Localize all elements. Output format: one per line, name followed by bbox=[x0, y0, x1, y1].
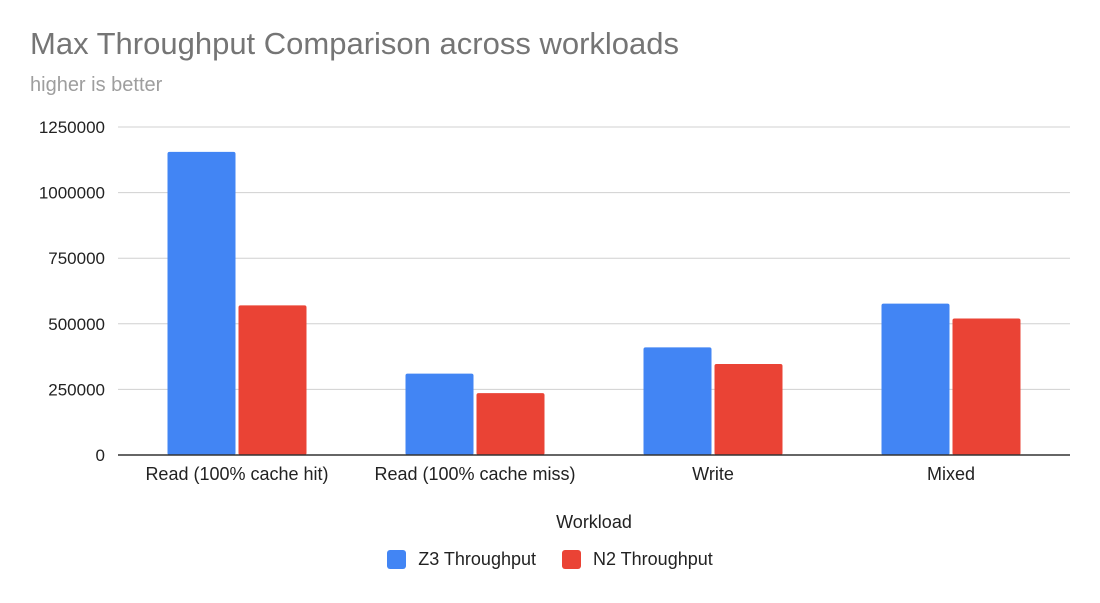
bars bbox=[167, 151, 1021, 456]
y-tick-label: 0 bbox=[96, 446, 105, 465]
legend: Z3 Throughput N2 Throughput bbox=[0, 549, 1100, 570]
legend-label-z3: Z3 Throughput bbox=[418, 549, 536, 569]
legend-swatch-z3 bbox=[387, 550, 407, 569]
x-tick-label: Read (100% cache hit) bbox=[145, 464, 328, 484]
legend-item-n2[interactable]: N2 Throughput bbox=[561, 549, 713, 570]
chart-title: Max Throughput Comparison across workloa… bbox=[30, 26, 680, 61]
bar-z3[interactable] bbox=[167, 151, 236, 456]
bar-n2[interactable] bbox=[238, 305, 307, 455]
y-tick-label: 750000 bbox=[48, 249, 105, 268]
y-tick-label: 1250000 bbox=[39, 118, 105, 137]
bar-n2[interactable] bbox=[476, 393, 545, 455]
y-axis-ticks: 0 250000 500000 750000 1000000 1250000 bbox=[39, 118, 105, 465]
y-tick-label: 1000000 bbox=[39, 184, 105, 203]
chart-subtitle: higher is better bbox=[30, 74, 163, 96]
legend-label-n2: N2 Throughput bbox=[592, 549, 713, 569]
x-tick-label: Write bbox=[692, 464, 734, 484]
bar-n2[interactable] bbox=[714, 363, 783, 455]
x-axis-ticks: Read (100% cache hit) Read (100% cache mi… bbox=[145, 464, 975, 484]
x-tick-label: Read (100% cache miss) bbox=[374, 464, 575, 484]
legend-swatch-n2 bbox=[561, 550, 581, 569]
x-axis-title: Workload bbox=[556, 512, 632, 532]
bar-n2[interactable] bbox=[952, 318, 1021, 455]
bar-z3[interactable] bbox=[405, 373, 474, 455]
x-tick-label: Mixed bbox=[927, 464, 975, 484]
legend-item-z3[interactable]: Z3 Throughput bbox=[387, 549, 536, 570]
bar-z3[interactable] bbox=[881, 303, 950, 455]
bar-z3[interactable] bbox=[643, 347, 712, 455]
y-tick-label: 250000 bbox=[48, 380, 105, 399]
y-tick-label: 500000 bbox=[48, 315, 105, 334]
